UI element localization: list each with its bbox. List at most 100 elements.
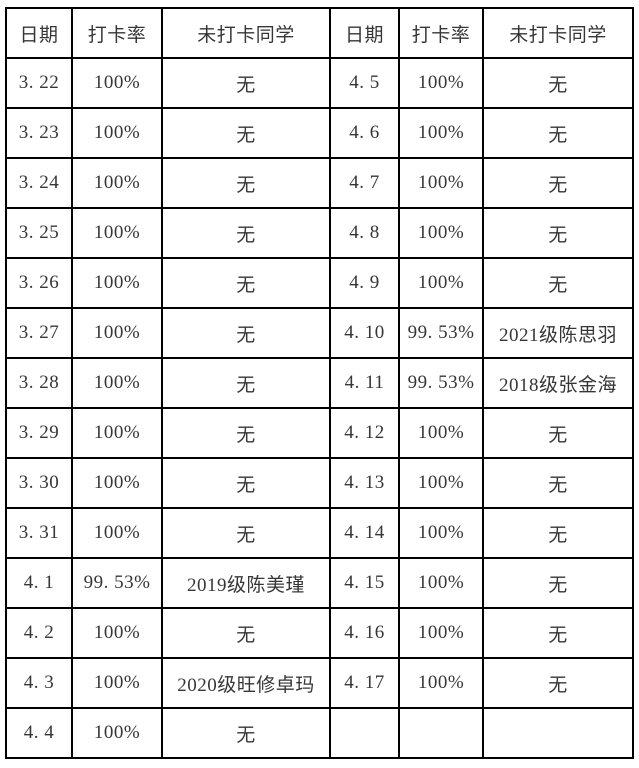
cell-rate: 100%	[71, 257, 163, 309]
cell-rate	[398, 707, 484, 759]
cell-date: 4. 8	[329, 207, 400, 259]
cell-absent: 无	[161, 357, 331, 409]
cell-rate: 100%	[71, 357, 163, 409]
table-row: 3. 26 100% 无 4. 9 100% 无	[5, 257, 634, 309]
cell-date: 4. 12	[329, 407, 400, 459]
cell-rate: 100%	[71, 507, 163, 559]
cell-absent: 无	[161, 307, 331, 359]
cell-rate: 100%	[71, 307, 163, 359]
cell-absent: 无	[161, 407, 331, 459]
cell-date: 3. 24	[5, 157, 73, 209]
cell-absent: 无	[482, 157, 634, 209]
cell-absent: 无	[482, 207, 634, 259]
cell-absent: 无	[482, 507, 634, 559]
table-row: 3. 29 100% 无 4. 12 100% 无	[5, 407, 634, 459]
table-row: 3. 24 100% 无 4. 7 100% 无	[5, 157, 634, 209]
cell-rate: 100%	[398, 657, 484, 709]
cell-absent: 无	[161, 207, 331, 259]
cell-date: 3. 28	[5, 357, 73, 409]
cell-rate: 100%	[398, 207, 484, 259]
cell-date	[329, 707, 400, 759]
table-row: 3. 30 100% 无 4. 13 100% 无	[5, 457, 634, 509]
cell-rate: 100%	[398, 557, 484, 609]
cell-rate: 99. 53%	[398, 307, 484, 359]
header-rate-left: 打卡率	[71, 7, 163, 59]
header-date-left: 日期	[5, 7, 73, 59]
cell-date: 3. 25	[5, 207, 73, 259]
cell-rate: 100%	[398, 107, 484, 159]
cell-date: 4. 16	[329, 607, 400, 659]
cell-date: 3. 29	[5, 407, 73, 459]
cell-absent: 无	[161, 157, 331, 209]
header-row: 日期 打卡率 未打卡同学 日期 打卡率 未打卡同学	[5, 7, 634, 59]
cell-absent: 无	[482, 107, 634, 159]
cell-absent: 2021级陈思羽	[482, 307, 634, 359]
table-row: 3. 28 100% 无 4. 11 99. 53% 2018级张金海	[5, 357, 634, 409]
cell-absent: 无	[482, 607, 634, 659]
cell-rate: 100%	[398, 507, 484, 559]
cell-date: 4. 6	[329, 107, 400, 159]
cell-absent: 无	[482, 407, 634, 459]
cell-absent: 无	[482, 557, 634, 609]
cell-absent: 2018级张金海	[482, 357, 634, 409]
cell-absent: 无	[161, 607, 331, 659]
cell-absent: 无	[161, 107, 331, 159]
cell-rate: 100%	[398, 457, 484, 509]
cell-rate: 100%	[71, 107, 163, 159]
table-row: 3. 23 100% 无 4. 6 100% 无	[5, 107, 634, 159]
cell-date: 3. 22	[5, 57, 73, 109]
cell-absent: 无	[482, 257, 634, 309]
cell-date: 3. 30	[5, 457, 73, 509]
cell-absent: 无	[482, 657, 634, 709]
cell-absent: 2020级旺修卓玛	[161, 657, 331, 709]
cell-absent: 2019级陈美瑾	[161, 557, 331, 609]
cell-date: 4. 10	[329, 307, 400, 359]
header-absent-left: 未打卡同学	[161, 7, 331, 59]
cell-absent: 无	[482, 57, 634, 109]
table-row: 4. 3 100% 2020级旺修卓玛 4. 17 100% 无	[5, 657, 634, 709]
cell-rate: 100%	[398, 57, 484, 109]
cell-date: 4. 9	[329, 257, 400, 309]
table-row: 4. 1 99. 53% 2019级陈美瑾 4. 15 100% 无	[5, 557, 634, 609]
cell-date: 4. 3	[5, 657, 73, 709]
table-row: 3. 25 100% 无 4. 8 100% 无	[5, 207, 634, 259]
cell-rate: 100%	[71, 207, 163, 259]
cell-date: 4. 1	[5, 557, 73, 609]
table-row: 3. 22 100% 无 4. 5 100% 无	[5, 57, 634, 109]
cell-date: 4. 5	[329, 57, 400, 109]
cell-absent: 无	[161, 507, 331, 559]
cell-absent: 无	[161, 457, 331, 509]
cell-date: 4. 17	[329, 657, 400, 709]
header-date-right: 日期	[329, 7, 400, 59]
cell-rate: 100%	[71, 657, 163, 709]
cell-absent: 无	[161, 707, 331, 759]
cell-rate: 100%	[398, 157, 484, 209]
cell-date: 4. 2	[5, 607, 73, 659]
cell-rate: 100%	[71, 57, 163, 109]
cell-rate: 100%	[71, 707, 163, 759]
cell-rate: 100%	[398, 407, 484, 459]
header-rate-right: 打卡率	[398, 7, 484, 59]
cell-date: 4. 4	[5, 707, 73, 759]
cell-absent: 无	[482, 457, 634, 509]
cell-rate: 99. 53%	[398, 357, 484, 409]
cell-date: 4. 7	[329, 157, 400, 209]
cell-date: 3. 23	[5, 107, 73, 159]
cell-date: 4. 13	[329, 457, 400, 509]
cell-date: 4. 11	[329, 357, 400, 409]
cell-rate: 100%	[398, 607, 484, 659]
cell-rate: 100%	[71, 407, 163, 459]
table-body: 3. 22 100% 无 4. 5 100% 无 3. 23 100% 无 4. 6 100% 无 3.…	[5, 57, 634, 759]
attendance-table: 日期 打卡率 未打卡同学 日期 打卡率 未打卡同学 3. 22 100% 无 4. 5…	[5, 7, 634, 759]
table-row: 3. 27 100% 无 4. 10 99. 53% 2021级陈思羽	[5, 307, 634, 359]
cell-date: 3. 26	[5, 257, 73, 309]
cell-date: 4. 14	[329, 507, 400, 559]
cell-rate: 100%	[71, 457, 163, 509]
cell-absent	[482, 707, 634, 759]
header-absent-right: 未打卡同学	[482, 7, 634, 59]
cell-rate: 100%	[398, 257, 484, 309]
cell-rate: 100%	[71, 157, 163, 209]
cell-absent: 无	[161, 257, 331, 309]
table-row: 4. 2 100% 无 4. 16 100% 无	[5, 607, 634, 659]
